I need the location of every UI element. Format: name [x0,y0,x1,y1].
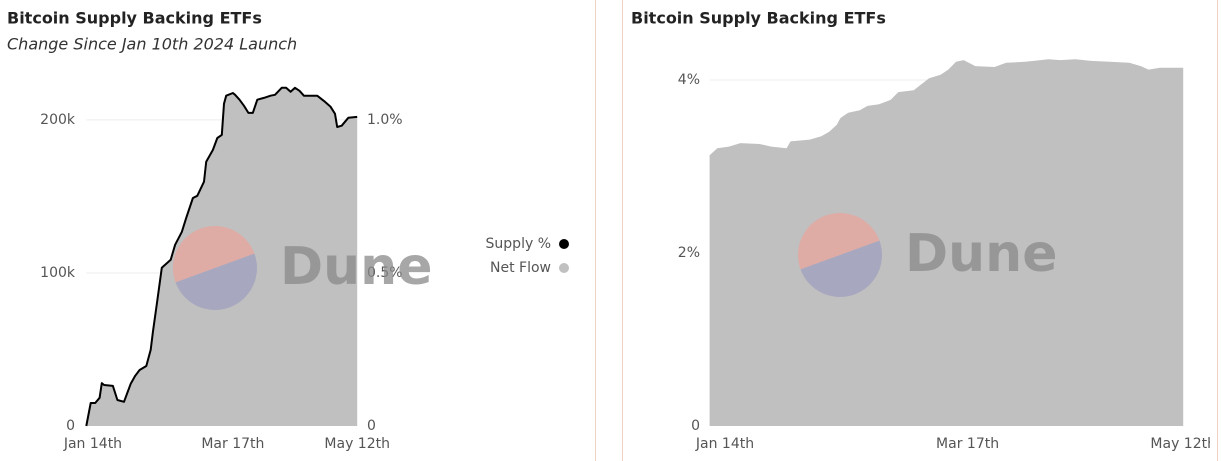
watermark-logo [797,212,880,270]
y-tick-label: 2% [678,245,700,261]
y-tick-label: 200k [40,112,76,128]
watermark: Dune [280,237,432,297]
x-tick-label: Jan 14th [63,436,122,452]
chart-title: Bitcoin Supply Backing ETFs [631,9,886,28]
y2-tick-label: 1.0% [367,112,403,128]
y2-tick-label: 0.5% [367,265,403,281]
legend-marker [559,263,569,273]
y-tick-label: 0 [691,418,700,434]
chart-title: Bitcoin Supply Backing ETFs [7,9,262,28]
line [85,86,358,427]
legend-label: Net Flow [490,260,551,276]
x-tick-label: Mar 17th [201,436,264,452]
chart: Bitcoin Supply Backing ETFs Change Since… [7,9,569,452]
watermark-logo [800,240,882,298]
area [709,59,1184,426]
x-tick-label: May 12th [1150,436,1216,452]
watermark: Dune [905,224,1057,284]
y-tick-label: 0 [66,418,75,434]
chart-subtitle: Change Since Jan 10th 2024 Launch [7,35,297,54]
x-tick-label: Jan 14th [695,436,754,452]
watermark-logo [173,226,255,283]
legend-label: Supply % [486,236,551,252]
watermark-logo [175,253,257,310]
y-tick-label: 4% [678,72,700,88]
x-tick-label: May 12th [324,436,390,452]
legend-marker [559,239,569,249]
y2-tick-label: 0 [367,418,376,434]
x-tick-label: Mar 17th [936,436,999,452]
y-tick-label: 100k [40,265,76,281]
chart: Bitcoin Supply Backing ETFs 0 2% 4% Jan 14t… [631,9,1216,453]
